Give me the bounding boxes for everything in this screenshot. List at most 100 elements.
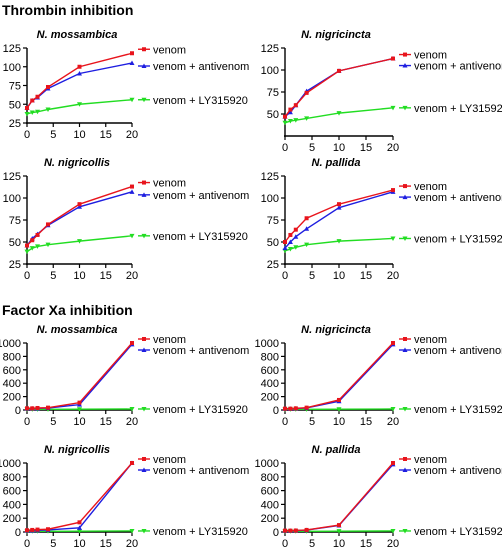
x-tick-label: 20 <box>126 416 138 428</box>
series-line-red <box>27 342 133 410</box>
y-tick-label: 100 <box>3 193 21 205</box>
data-point <box>336 205 342 210</box>
data-point <box>25 528 29 533</box>
data-point <box>46 405 50 410</box>
series-line-green <box>26 235 133 253</box>
data-point <box>35 527 40 532</box>
x-tick-label: 20 <box>126 538 138 550</box>
data-point <box>46 527 50 532</box>
y-tick-label: 100 <box>261 65 279 77</box>
series-line-green <box>26 99 133 115</box>
y-tick-label: 600 <box>261 365 279 377</box>
legend-marker <box>141 63 147 68</box>
section-title-factor-xa: Factor Xa inhibition <box>2 302 133 318</box>
data-point <box>293 118 299 123</box>
panel-title: N. mossambica <box>37 324 118 336</box>
x-tick-label: 15 <box>100 129 112 141</box>
series-line-red <box>26 52 133 109</box>
legend-marker <box>141 347 147 352</box>
data-point <box>391 56 395 61</box>
data-point <box>391 188 395 193</box>
y-tick-label: 25 <box>267 259 279 271</box>
x-tick-label: 10 <box>333 142 345 154</box>
y-tick-label: 50 <box>267 109 279 121</box>
x-tick-label: 15 <box>100 538 112 550</box>
data-point <box>337 68 341 73</box>
legend-marker <box>402 467 408 472</box>
legend-label: venom + antivenom <box>414 345 502 357</box>
legend-label: venom + LY315920 <box>153 95 248 107</box>
y-tick-label: 800 <box>261 472 279 484</box>
legend-label: venom <box>153 44 186 56</box>
data-point <box>293 406 298 411</box>
panel-title: N. nigricincta <box>301 29 371 41</box>
data-point <box>283 528 287 533</box>
data-point <box>129 406 135 412</box>
data-point <box>77 102 82 107</box>
panel-title: N. pallida <box>312 157 361 169</box>
data-point <box>129 233 135 239</box>
y-tick-label: 400 <box>261 499 279 511</box>
data-point <box>30 238 35 243</box>
data-point <box>35 94 40 99</box>
series-line-red <box>284 57 394 118</box>
panel-title: N. pallida <box>312 444 361 456</box>
legend-marker <box>142 337 146 341</box>
y-tick-label: 1000 <box>0 338 21 350</box>
legend-marker <box>142 180 146 185</box>
x-tick-label: 0 <box>282 270 288 282</box>
legend-marker <box>142 47 146 52</box>
data-point <box>77 525 82 530</box>
x-tick-label: 10 <box>333 270 345 282</box>
legend-marker <box>402 236 408 241</box>
legend-marker <box>141 97 147 103</box>
data-point <box>287 109 293 115</box>
series-line-blue <box>285 463 394 532</box>
x-tick-label: 15 <box>360 538 372 550</box>
data-point <box>35 232 40 237</box>
data-point <box>130 341 134 345</box>
data-point <box>304 405 309 410</box>
data-point <box>293 234 299 239</box>
data-point <box>25 406 29 411</box>
y-tick-label: 100 <box>261 193 279 205</box>
y-tick-label: 25 <box>9 259 21 271</box>
panel-title: N. nigricollis <box>44 157 110 169</box>
data-point <box>336 407 342 412</box>
data-point <box>288 232 293 237</box>
legend-marker <box>403 337 407 341</box>
y-tick-label: 75 <box>267 215 279 227</box>
legend-label: venom <box>153 178 186 190</box>
data-point <box>304 216 309 221</box>
legend-label: venom + LY315920 <box>153 526 248 538</box>
data-point <box>77 520 82 525</box>
legend-marker <box>403 52 407 57</box>
section-title-thrombin: Thrombin inhibition <box>2 2 134 18</box>
y-tick-label: 75 <box>267 87 279 99</box>
legend-marker <box>141 528 147 534</box>
panel-title: N. mossambica <box>37 29 118 41</box>
x-tick-label: 5 <box>309 416 315 428</box>
y-tick-label: 1000 <box>255 458 279 470</box>
legend-marker <box>403 184 407 189</box>
data-point <box>35 109 40 115</box>
data-point <box>337 202 341 207</box>
data-point <box>30 98 35 103</box>
data-point <box>283 114 287 119</box>
data-point <box>45 242 51 248</box>
data-point <box>77 204 82 209</box>
y-tick-label: 800 <box>3 351 21 363</box>
x-tick-label: 15 <box>360 416 372 428</box>
y-tick-label: 400 <box>3 378 21 390</box>
legend-label: venom + LY315920 <box>414 233 502 245</box>
legend-label: venom + antivenom <box>414 465 502 477</box>
legend-marker <box>402 528 408 534</box>
y-tick-label: 600 <box>3 486 21 498</box>
legend-label: venom + LY315920 <box>153 404 248 416</box>
x-tick-label: 10 <box>73 270 85 282</box>
legend-marker <box>141 406 147 412</box>
